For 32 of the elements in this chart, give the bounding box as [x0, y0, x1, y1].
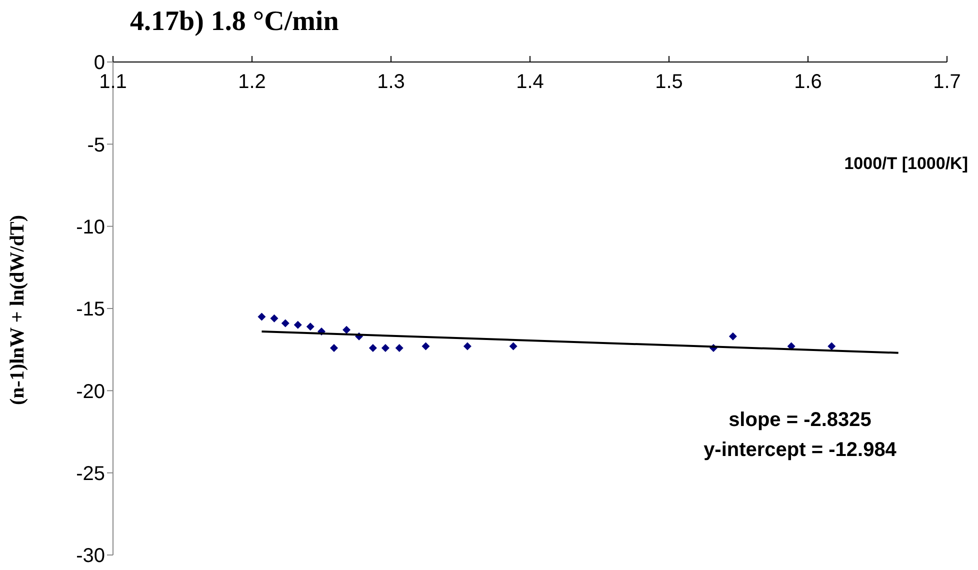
point: [395, 344, 404, 352]
point: [294, 320, 302, 329]
x-tick-label: 1.5: [655, 71, 683, 93]
x-tick-label: 1.4: [516, 71, 544, 93]
point: [306, 322, 314, 331]
y-tick-label: -20: [76, 380, 105, 403]
annotation: slope = -2.8325: [728, 408, 872, 433]
point: [422, 342, 430, 350]
chart-title: 4.17b) 1.8 °C/min: [130, 6, 339, 38]
point: [368, 344, 377, 352]
point: [281, 319, 290, 328]
y-tick-label: -15: [76, 298, 105, 321]
point: [728, 332, 737, 340]
point: [270, 314, 278, 322]
point: [342, 326, 351, 334]
y-tick-label: -10: [76, 216, 105, 238]
x-tick-label: 1.6: [794, 71, 822, 93]
y-tick-label: -30: [76, 545, 105, 568]
annotation: y-intercept = -12.984: [702, 438, 898, 463]
x-tick-label: 1.2: [238, 71, 266, 93]
y-tick-label: -5: [87, 134, 105, 156]
y-axis-title: (n-1)lnW + ln(dW/dT): [6, 215, 30, 405]
x-axis-title: 1000/T [1000/K]: [844, 154, 968, 174]
point: [381, 344, 390, 352]
point: [828, 342, 836, 350]
x-tick-label: 1.3: [377, 71, 405, 93]
point: [258, 312, 266, 321]
point: [330, 344, 338, 352]
x-tick-label: 1.7: [933, 71, 961, 93]
point: [463, 342, 472, 350]
point: [509, 342, 518, 350]
y-tick-label: -25: [76, 462, 105, 485]
